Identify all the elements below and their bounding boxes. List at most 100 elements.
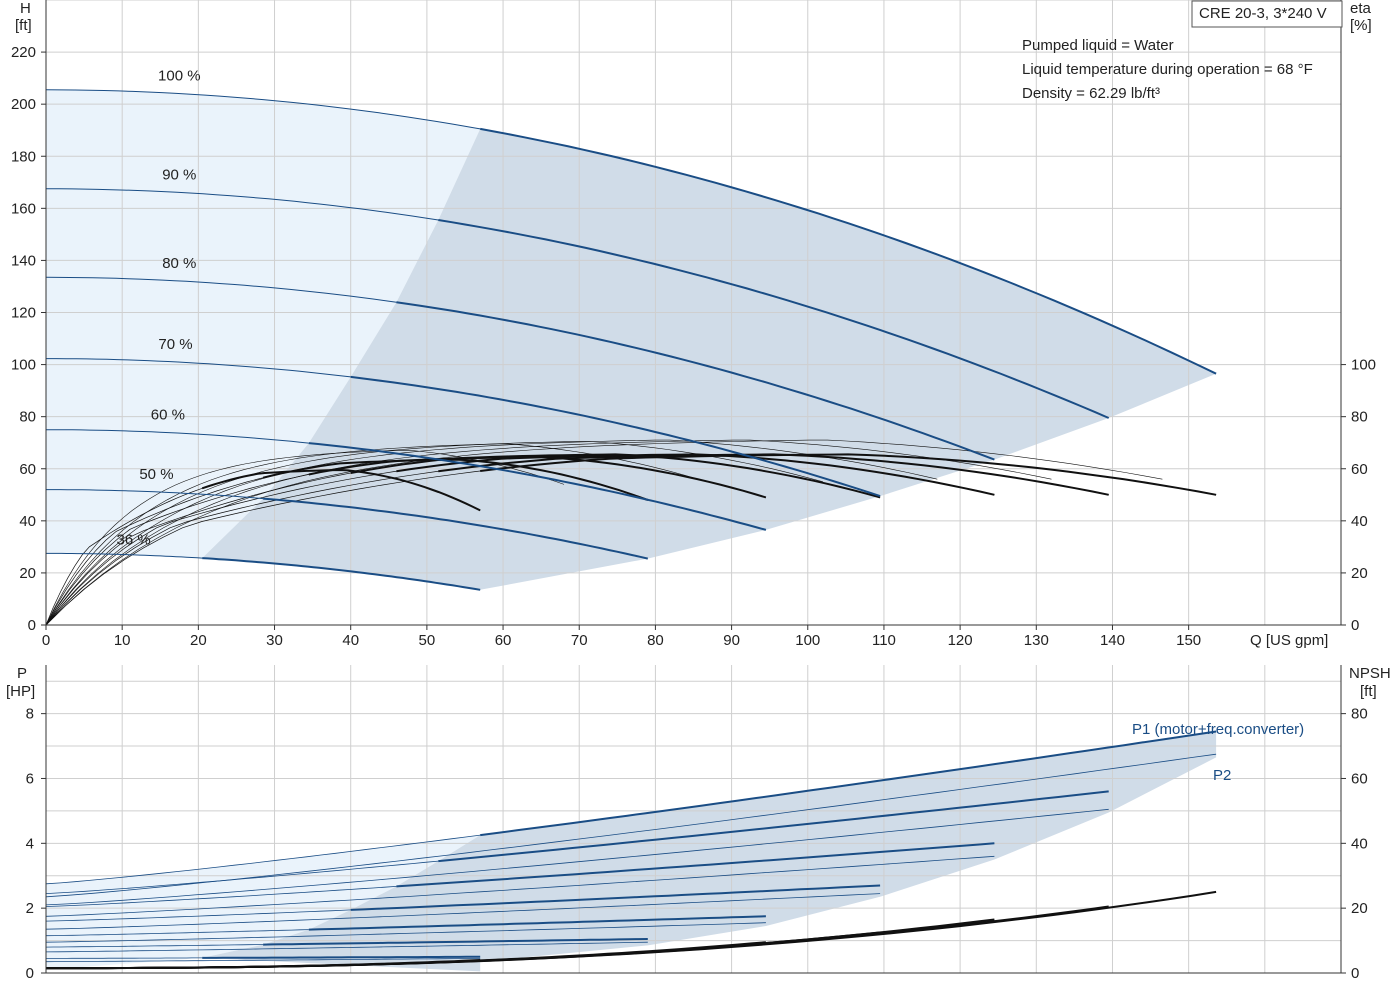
- y-tick-label-left-bottom: 4: [26, 835, 34, 852]
- x-tick-label: 70: [571, 632, 588, 649]
- y-tick-label-left-bottom: 8: [26, 706, 34, 723]
- y-tick-label-left-bottom: 6: [26, 770, 34, 787]
- head-curves: 100 % 90 % 80 % 70 % 60 % 50 % 36 %: [45, 68, 1217, 591]
- speed-label: 50 %: [139, 466, 173, 483]
- x-tick-label: 100: [795, 632, 820, 649]
- eta-curve: [396, 453, 995, 496]
- dark-region-bottom: [202, 731, 1217, 972]
- x-axis-label: Q [US gpm]: [1250, 632, 1328, 649]
- bottom-grid: [46, 665, 1341, 973]
- y-tick-label-left: 100: [11, 357, 36, 374]
- y-tick-label-right-bottom: 0: [1351, 965, 1359, 982]
- head-curve: [396, 301, 995, 461]
- head-curve: [350, 375, 881, 498]
- title-box: [1191, 0, 1343, 28]
- x-tick-label: 80: [647, 632, 664, 649]
- y-right-unit-top: [%]: [1350, 17, 1372, 34]
- y-tick-label-right-bottom: 40: [1351, 835, 1368, 852]
- y-tick-label-left: 40: [19, 513, 36, 530]
- y-right-label-bottom: NPSH: [1349, 665, 1391, 682]
- y-tick-label-right-bottom: 20: [1351, 900, 1368, 917]
- y-tick-label-left: 0: [28, 617, 36, 634]
- info-density: Density = 62.29 lb/ft³: [1022, 85, 1160, 102]
- y-tick-label-left: 180: [11, 148, 36, 165]
- p2-curve: [45, 855, 995, 917]
- y-tick-label-left: 120: [11, 305, 36, 322]
- p1-curve: [480, 730, 1217, 837]
- efficiency-curves: [45, 439, 1217, 626]
- eta-curve-faint: [45, 441, 824, 626]
- y-tick-label-left: 160: [11, 200, 36, 217]
- title-box-text: CRE 20-3, 3*240 V: [1199, 5, 1327, 22]
- y-left-unit-top: [ft]: [15, 17, 32, 34]
- head-curve: [202, 557, 481, 591]
- eta-curve-faint: [45, 449, 565, 626]
- p1-curve: [202, 955, 481, 959]
- y-tick-label-left: 140: [11, 252, 36, 269]
- y-right-label-top: eta: [1350, 0, 1372, 17]
- p1-curve: [396, 842, 995, 888]
- head-curve-thin: [45, 89, 481, 130]
- y-right-unit-bottom: [ft]: [1360, 683, 1377, 700]
- p1-curve: [308, 915, 766, 931]
- p1-curve: [263, 938, 648, 946]
- head-curve-thin: [46, 358, 351, 378]
- speed-label: 80 %: [162, 255, 196, 272]
- speed-label: 100 %: [158, 68, 201, 85]
- x-tick-label: 140: [1100, 632, 1125, 649]
- y-tick-label-left: 200: [11, 96, 36, 113]
- p2-curve: [45, 808, 1109, 906]
- eta-curve: [480, 453, 1217, 496]
- p2-curve: [45, 941, 648, 953]
- x-tick-label: 60: [495, 632, 512, 649]
- p2-curve: [45, 922, 766, 943]
- y-tick-label-right: 20: [1351, 565, 1368, 582]
- dark-region: [202, 128, 1217, 590]
- x-tick-label: 110: [872, 632, 896, 649]
- head-curve-thin: [46, 188, 439, 221]
- y-tick-label-left-bottom: 2: [26, 900, 34, 917]
- x-tick-label: 90: [723, 632, 740, 649]
- p1-curve-thin: [45, 944, 264, 948]
- speed-label: 36 %: [117, 531, 151, 548]
- head-curve-thin: [46, 489, 264, 500]
- eta-curve: [438, 453, 1109, 496]
- eta-curve-faint: [45, 443, 707, 626]
- p1-curve-thin: [46, 957, 203, 959]
- bottom-operating-region: [46, 731, 1217, 972]
- info-liquid-temperature: Liquid temperature during operation = 68…: [1022, 61, 1313, 78]
- head-curve-thin: [46, 552, 203, 559]
- head-curve: [438, 219, 1110, 419]
- npsh-curve: [46, 959, 481, 970]
- y-tick-label-right: 40: [1351, 513, 1368, 530]
- info-pumped-liquid: Pumped liquid = Water: [1022, 37, 1174, 54]
- speed-label: 60 %: [151, 406, 185, 423]
- speed-label: 90 %: [162, 167, 196, 184]
- p1-series-label: P1 (motor+freq.converter): [1132, 721, 1304, 738]
- x-tick-label: 130: [1024, 632, 1049, 649]
- eta-curve-faint: [45, 439, 938, 626]
- speed-label: 70 %: [158, 336, 192, 353]
- y-tick-label-right-bottom: 60: [1351, 770, 1368, 787]
- y-left-label-top: H: [20, 0, 31, 17]
- y-tick-label-right: 100: [1351, 357, 1376, 374]
- power-npsh-curves: [45, 730, 1217, 970]
- y-left-unit-bottom: [HP]: [6, 683, 35, 700]
- eta-curve: [262, 458, 649, 501]
- y-left-label-bottom: P: [17, 665, 27, 682]
- eta-curve: [201, 468, 481, 512]
- head-curve: [263, 497, 649, 560]
- p1-curve: [350, 884, 881, 911]
- x-tick-label: 150: [1176, 632, 1201, 649]
- light-region: [46, 89, 481, 559]
- x-tick-label: 30: [266, 632, 283, 649]
- eta-curve-faint: [45, 439, 1163, 626]
- y-tick-label-right: 0: [1351, 617, 1359, 634]
- head-curve: [480, 127, 1217, 375]
- x-tick-label: 0: [42, 632, 50, 649]
- p1-curve-thin: [45, 929, 309, 937]
- head-curve-thin: [45, 276, 397, 303]
- p1-curve-thin: [45, 909, 351, 922]
